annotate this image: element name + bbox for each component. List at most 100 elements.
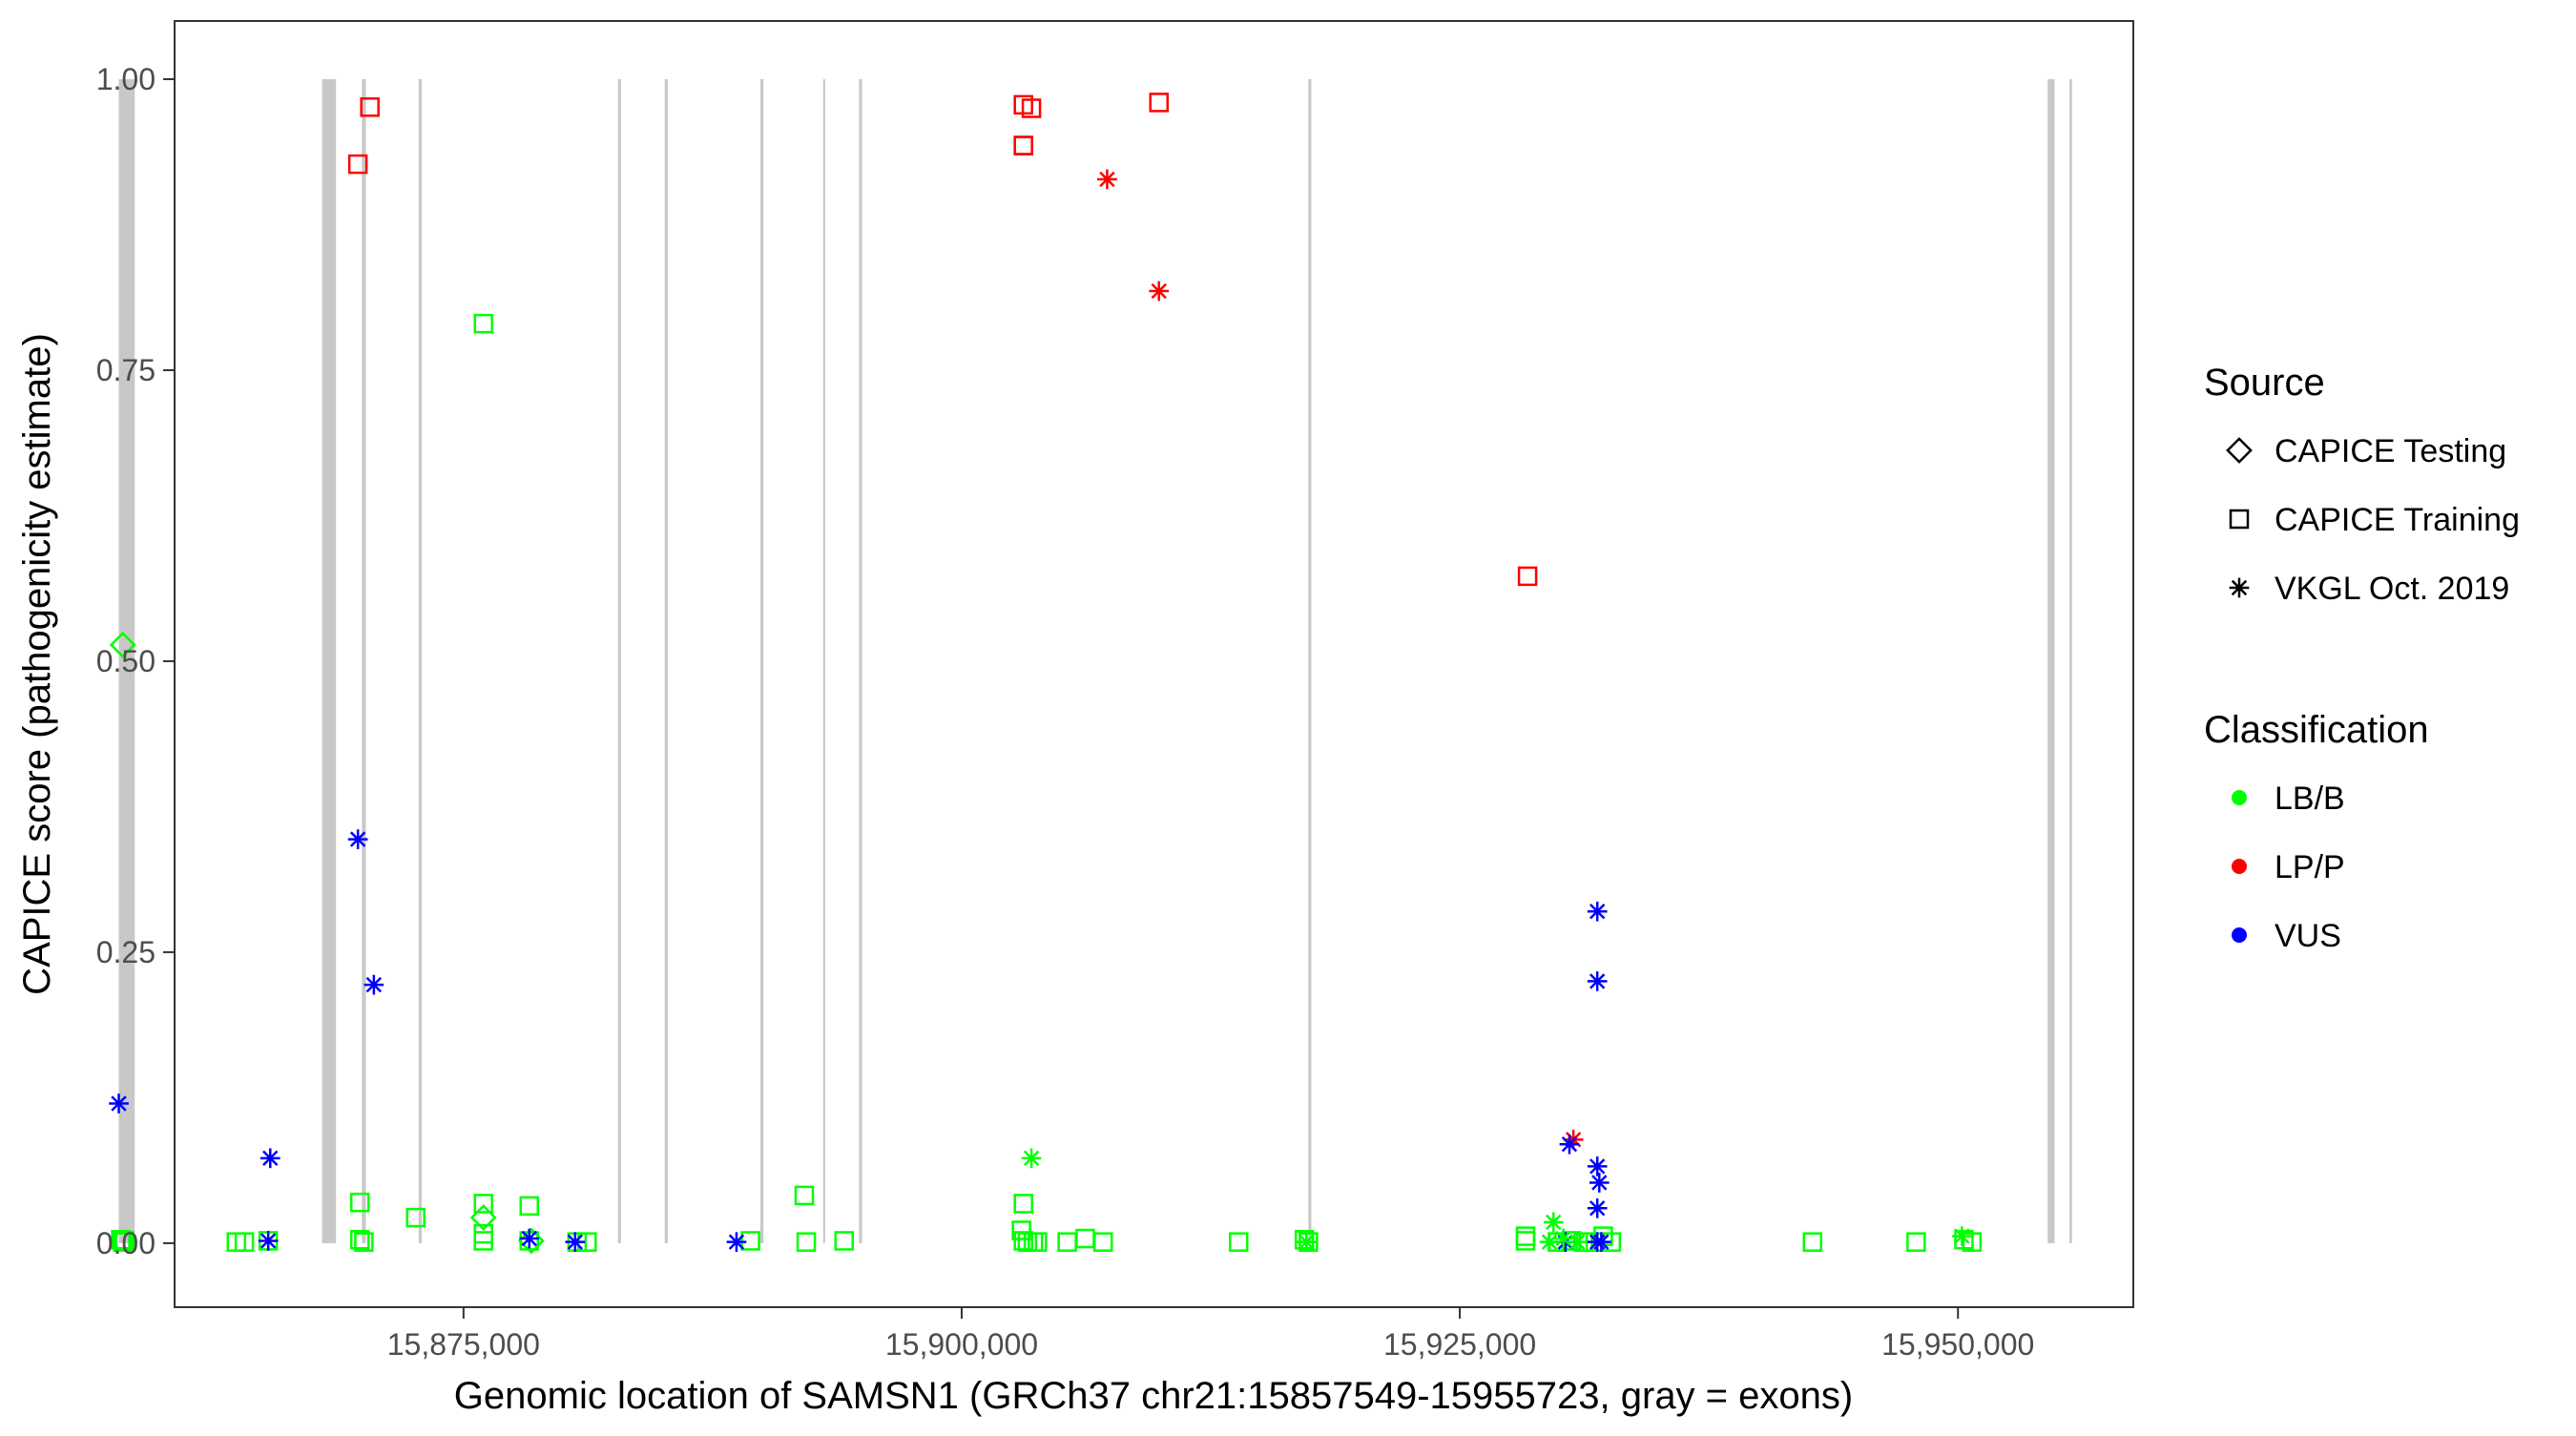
data-point [519, 1196, 540, 1217]
legend-key-dot [2232, 927, 2247, 943]
data-point [1567, 1232, 1588, 1253]
x-tick-label: 15,900,000 [885, 1327, 1038, 1362]
data-point [1011, 1220, 1031, 1240]
data-point [1515, 1231, 1536, 1251]
data-point [517, 1227, 545, 1255]
data-point [1296, 1232, 1317, 1253]
legend-key-dot [2232, 790, 2247, 805]
data-point [1517, 566, 1538, 587]
x-tick-label: 15,950,000 [1881, 1327, 2034, 1362]
data-point [360, 97, 380, 117]
x-tick-label: 15,925,000 [1383, 1327, 1536, 1362]
exon-band-5 [664, 78, 668, 1243]
data-point [473, 313, 493, 334]
exon-bands [118, 78, 2072, 1243]
exon-band-10 [2047, 78, 2055, 1243]
legend-source-label: CAPICE Testing [2275, 433, 2506, 469]
legend-classification-title: Classification [2204, 709, 2429, 751]
y-tick-label: 0.50 [96, 644, 156, 678]
legend-classification-label: VUS [2275, 918, 2341, 954]
data-point [1559, 1134, 1580, 1155]
legend-source-label: VKGL Oct. 2019 [2275, 571, 2509, 607]
data-point [1294, 1229, 1315, 1250]
legend-source-label: CAPICE Training [2275, 502, 2520, 538]
data-point [1149, 281, 1170, 302]
data-point [234, 1232, 255, 1252]
exon-band-3 [418, 78, 422, 1243]
exon-band-9 [1308, 78, 1312, 1243]
data-point [469, 1204, 497, 1231]
legend-key-dot [2232, 859, 2247, 874]
data-point [1539, 1232, 1560, 1253]
data-point [1906, 1232, 1926, 1252]
data-point [473, 1194, 493, 1214]
data-point [519, 1228, 540, 1249]
exon-band-6 [760, 78, 764, 1243]
x-tick-label: 15,875,000 [387, 1327, 540, 1362]
data-points [109, 93, 1983, 1255]
data-point [1952, 1226, 1972, 1246]
data-point [1587, 901, 1608, 922]
data-point [1028, 1232, 1048, 1252]
data-point [1097, 169, 1117, 190]
data-point [565, 1232, 586, 1253]
data-point [109, 1093, 129, 1113]
data-point [1591, 1232, 1611, 1253]
legend: Source CAPICE Testing CAPICE Training VKGL… [2204, 362, 2520, 954]
data-point [1092, 1232, 1113, 1252]
data-point [260, 1148, 280, 1169]
legend-key-square [2229, 509, 2250, 530]
data-point [1149, 93, 1169, 113]
exon-band-8 [859, 78, 862, 1243]
panel-border [174, 20, 2134, 1308]
axes: 0.00 0.25 0.50 0.75 1.00 15,875,000 15,900,000… [96, 62, 2035, 1362]
data-point [726, 1232, 747, 1253]
data-point [1589, 1173, 1610, 1193]
data-point [1962, 1232, 1983, 1252]
legend-classification-entries: LB/B LP/P VUS [2232, 780, 2345, 954]
data-point [405, 1207, 426, 1228]
x-axis-label: Genomic location of SAMSN1 (GRCh37 chr21… [454, 1375, 1853, 1417]
data-point [347, 829, 368, 849]
y-tick-label: 0.00 [96, 1226, 156, 1260]
data-point [834, 1231, 854, 1251]
data-point [364, 974, 384, 995]
data-point [258, 1231, 279, 1251]
data-point [1021, 1148, 1042, 1169]
data-point [1553, 1228, 1574, 1249]
y-tick-label: 0.75 [96, 353, 156, 387]
data-point [1229, 1232, 1249, 1252]
y-axis-label: CAPICE score (pathogenicity estimate) [16, 333, 58, 995]
data-point [794, 1185, 815, 1206]
exon-band-2 [362, 78, 366, 1243]
legend-source-title: Source [2204, 362, 2325, 404]
data-point [1587, 1197, 1608, 1218]
exon-band-11 [2069, 78, 2072, 1243]
data-point [354, 1232, 374, 1252]
legend-source-entries: CAPICE Testing CAPICE Training VKGL Oct. 2… [2226, 433, 2520, 607]
data-point [473, 1231, 493, 1251]
legend-key-asterisk [2229, 577, 2250, 598]
exon-band-4 [617, 78, 621, 1243]
exon-band-7 [822, 78, 825, 1243]
data-point [1587, 1156, 1608, 1176]
data-point [796, 1232, 817, 1252]
data-point [109, 631, 136, 658]
y-tick-label: 0.25 [96, 935, 156, 969]
y-tick-label: 1.00 [96, 62, 156, 96]
data-point [347, 154, 368, 175]
legend-classification-label: LP/P [2275, 849, 2345, 885]
data-point [1021, 98, 1042, 118]
data-point [1013, 1194, 1033, 1214]
legend-key-diamond [2226, 437, 2253, 464]
data-point [349, 1192, 370, 1213]
data-point [349, 1229, 370, 1250]
data-point [1013, 135, 1033, 156]
data-point [1543, 1212, 1564, 1233]
exon-band-0 [118, 78, 135, 1243]
data-point [1587, 971, 1608, 991]
legend-classification-label: LB/B [2275, 780, 2345, 817]
exon-band-1 [322, 78, 337, 1243]
